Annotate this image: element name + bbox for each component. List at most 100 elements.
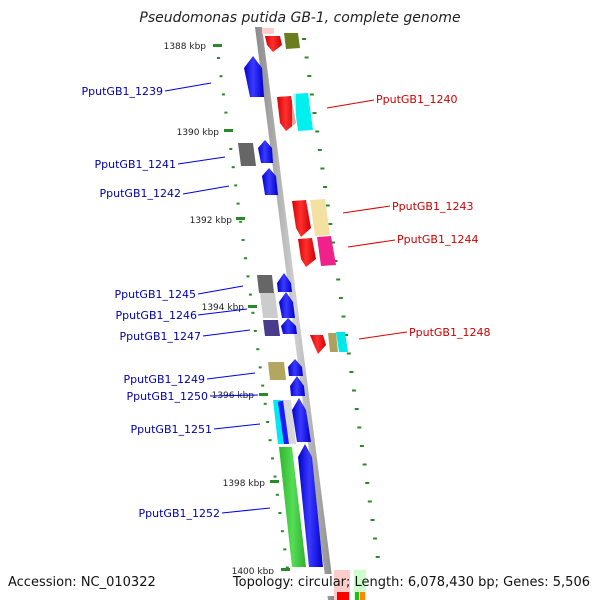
tick-dot bbox=[241, 239, 245, 241]
tick-dot bbox=[362, 463, 367, 466]
tick-dot bbox=[236, 202, 240, 205]
gene-top-faded[interactable] bbox=[262, 28, 274, 34]
tick-dot bbox=[357, 426, 362, 429]
gene-PputGB1_1249-blue[interactable] bbox=[288, 359, 303, 376]
tick-dot bbox=[251, 311, 255, 314]
tick-dot bbox=[354, 408, 359, 410]
gene-PputGB1_1242[interactable] bbox=[262, 168, 278, 195]
gene-PputGB1_1243[interactable] bbox=[310, 199, 330, 236]
gene-bottom-orange[interactable] bbox=[360, 592, 365, 600]
label-PputGB1_1248[interactable]: PputGB1_1248 bbox=[409, 326, 490, 339]
gene-PputGB1_1246-blue[interactable] bbox=[279, 292, 295, 318]
label-PputGB1_1241[interactable]: PputGB1_1241 bbox=[95, 158, 176, 171]
gene-PputGB1_1241-grey[interactable] bbox=[238, 143, 256, 166]
scale-label-1392: 1392 kbp bbox=[190, 216, 233, 226]
gene-PputGB1_1244-red[interactable] bbox=[298, 238, 316, 267]
gene-PputGB1_1248[interactable] bbox=[336, 332, 348, 352]
tick-dot bbox=[338, 297, 343, 299]
tick-dot bbox=[370, 519, 375, 521]
tick-dot bbox=[268, 439, 272, 442]
label-PputGB1_1240[interactable]: PputGB1_1240 bbox=[376, 93, 457, 106]
genome-title: Pseudomonas putida GB-1, complete genome bbox=[139, 10, 460, 26]
label-PputGB1_1239[interactable]: PputGB1_1239 bbox=[82, 85, 163, 98]
gene-PputGB1_1241[interactable] bbox=[258, 140, 273, 163]
tick-dot bbox=[309, 93, 314, 96]
label-PputGB1_1245[interactable]: PputGB1_1245 bbox=[115, 288, 196, 301]
scale-label-1390: 1390 kbp bbox=[177, 128, 220, 138]
tick-dot bbox=[253, 330, 257, 332]
gene-PputGB1_1252-green[interactable] bbox=[279, 447, 306, 567]
tick-dot bbox=[344, 334, 349, 336]
label-PputGB1_1246[interactable]: PputGB1_1246 bbox=[116, 309, 197, 322]
tick-dot bbox=[336, 278, 341, 281]
gene-top-red[interactable] bbox=[265, 36, 282, 52]
gene-PputGB1_1240-cyan[interactable] bbox=[293, 93, 313, 131]
tick-dot bbox=[219, 75, 223, 78]
label-PputGB1_1251[interactable]: PputGB1_1251 bbox=[131, 423, 212, 436]
tick-dot bbox=[359, 445, 364, 447]
gene-PputGB1_1240-red[interactable] bbox=[277, 96, 296, 131]
gene-PputGB1_1251-grey[interactable] bbox=[283, 400, 296, 444]
outer-tick-marks bbox=[302, 38, 380, 558]
label-PputGB1_1252[interactable]: PputGB1_1252 bbox=[139, 507, 220, 520]
tick-dot bbox=[328, 223, 333, 225]
inner-tick-marks bbox=[217, 57, 292, 587]
tick-dot bbox=[224, 111, 228, 114]
gene-PputGB1_1247[interactable] bbox=[263, 320, 280, 336]
gene-PputGB1_1244[interactable] bbox=[317, 236, 336, 266]
gene-top-olive[interactable] bbox=[284, 33, 300, 49]
label-PputGB1_1242[interactable]: PputGB1_1242 bbox=[100, 187, 181, 200]
gene-PputGB1_1250[interactable] bbox=[290, 376, 305, 396]
scale-label-1400: 1400 kbp bbox=[232, 567, 275, 577]
genome-backbone bbox=[255, 27, 335, 600]
gene-PputGB1_1251[interactable] bbox=[278, 400, 290, 444]
gene-PputGB1_1245[interactable] bbox=[257, 275, 274, 293]
tick-dot bbox=[352, 389, 356, 392]
tick-dot bbox=[302, 38, 306, 40]
tick-dot bbox=[331, 241, 335, 244]
label-PputGB1_1249[interactable]: PputGB1_1249 bbox=[124, 373, 205, 386]
tick-dot bbox=[248, 293, 252, 296]
gene-PputGB1_1249[interactable] bbox=[268, 362, 286, 380]
tick-dot bbox=[246, 275, 250, 278]
tick-dot bbox=[278, 512, 282, 514]
tick-dot bbox=[367, 500, 372, 503]
label-PputGB1_1244[interactable]: PputGB1_1244 bbox=[397, 233, 478, 246]
tick-dot bbox=[325, 204, 330, 207]
tick-dot bbox=[229, 148, 233, 150]
tick-dot bbox=[346, 352, 351, 355]
tick-dot bbox=[256, 348, 260, 351]
tick-dot bbox=[280, 530, 284, 533]
scale-label-1398: 1398 kbp bbox=[223, 479, 266, 489]
tick-dot bbox=[258, 366, 262, 369]
left-label-connectors bbox=[164, 82, 271, 514]
tick-dot bbox=[261, 384, 265, 387]
topology-text: Topology: circular; Length: 6,078,430 bp… bbox=[232, 575, 590, 590]
gene-PputGB1_1239[interactable] bbox=[244, 56, 264, 97]
gene-PputGB1_1247-blue[interactable] bbox=[281, 318, 297, 334]
label-PputGB1_1243[interactable]: PputGB1_1243 bbox=[392, 200, 473, 213]
tick-dot bbox=[244, 257, 247, 260]
label-PputGB1_1247[interactable]: PputGB1_1247 bbox=[120, 330, 201, 343]
tick-dot bbox=[365, 482, 370, 484]
tick-dot bbox=[304, 56, 309, 59]
tick-dot bbox=[315, 130, 320, 133]
tick-dot bbox=[275, 493, 279, 496]
label-PputGB1_1250[interactable]: PputGB1_1250 bbox=[127, 390, 208, 403]
gene-bottom-red[interactable] bbox=[337, 592, 349, 600]
gene-PputGB1_1251-blue[interactable] bbox=[292, 398, 311, 442]
tick-dot bbox=[341, 315, 346, 318]
right-label-connectors bbox=[326, 99, 408, 340]
accession-text: Accession: NC_010322 bbox=[8, 575, 156, 590]
tick-dot bbox=[317, 149, 322, 151]
gene-PputGB1_1252[interactable] bbox=[298, 444, 323, 567]
gene-PputGB1_1245-blue[interactable] bbox=[277, 273, 292, 292]
scale-label-1388: 1388 kbp bbox=[164, 42, 207, 52]
gene-PputGB1_1248-red[interactable] bbox=[310, 335, 326, 354]
gene-PputGB1_1243-red[interactable] bbox=[292, 200, 311, 237]
tick-dot bbox=[320, 167, 325, 170]
gene-PputGB1_1246[interactable] bbox=[260, 293, 278, 318]
tick-dot bbox=[217, 57, 220, 59]
gene-PputGB1_1248-tan[interactable] bbox=[328, 333, 338, 352]
